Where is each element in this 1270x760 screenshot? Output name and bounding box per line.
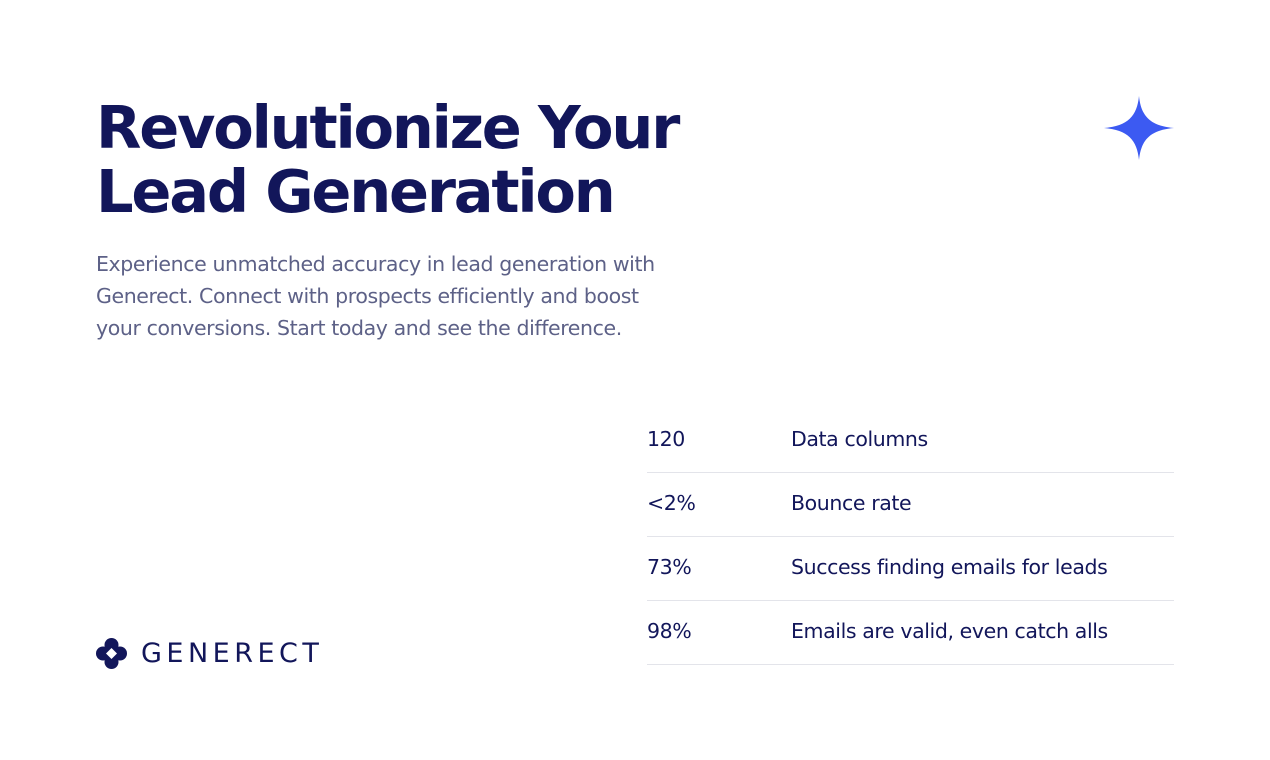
logo-text: GENERECT [141,638,324,669]
logo-icon [96,638,127,669]
stat-label: Success finding emails for leads [791,555,1108,579]
stats-table: 120 Data columns <2% Bounce rate 73% Success … [647,409,1174,665]
headline-line: Lead Generation [96,157,616,226]
description: Experience unmatched accuracy in lead ge… [96,252,655,340]
stat-label: Data columns [791,427,928,451]
stat-row: 98% Emails are valid, even catch alls [647,601,1174,665]
stat-value: 73% [647,555,692,579]
stat-value: <2% [647,491,696,515]
headline: Revolutionize Your Lead Generation [96,93,680,226]
stat-row: 120 Data columns [647,409,1174,473]
stat-value: 120 [647,427,685,451]
headline-line: Revolutionize Your [96,93,680,162]
stat-label: Bounce rate [791,491,912,515]
stat-row: <2% Bounce rate [647,473,1174,537]
sparkle-icon [1104,96,1174,160]
stat-value: 98% [647,619,692,643]
stat-row: 73% Success finding emails for leads [647,537,1174,601]
stat-label: Emails are valid, even catch alls [791,619,1108,643]
logo[interactable]: GENERECT [96,638,323,669]
